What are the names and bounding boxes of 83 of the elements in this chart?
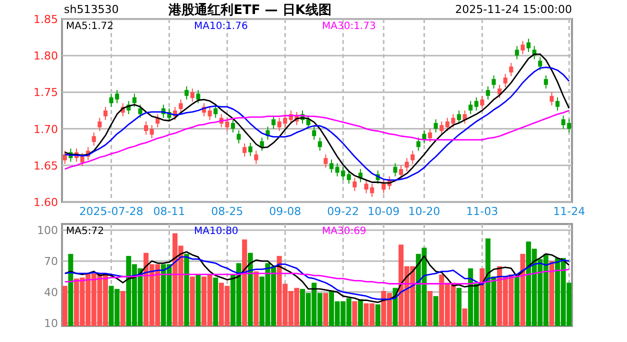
candlestick: [184, 86, 189, 100]
y-tick-label: 1.65: [34, 159, 58, 172]
candlestick: [196, 90, 200, 104]
candlestick: [138, 104, 142, 118]
candlestick: [248, 142, 252, 156]
y-tick-label: 100: [37, 224, 58, 238]
chart-subtitle: sh513530: [64, 3, 119, 16]
candlestick: [132, 93, 136, 108]
candlestick: [254, 150, 258, 164]
text: MA5:1.72: [66, 21, 114, 32]
candlestick: [272, 115, 276, 130]
candlestick: [260, 137, 264, 152]
candlestick: [428, 128, 432, 142]
candlestick: [514, 46, 519, 60]
text: MA30:1.73: [322, 21, 376, 32]
candlestick: [103, 106, 108, 121]
y-tick-label: 1.75: [34, 86, 58, 100]
candlestick: [550, 92, 554, 106]
text: MA10:80: [194, 226, 238, 237]
text: 2025-11-24 15:00:00: [455, 3, 572, 16]
candlestick: [538, 56, 542, 71]
x-tick-label: 08-25: [211, 205, 244, 218]
candlestick: [440, 120, 444, 136]
candlestick: [399, 164, 404, 180]
y-tick-label: 40: [44, 286, 58, 299]
x-tick-label: 10-09: [368, 205, 400, 218]
candlestick: [456, 110, 462, 124]
line-series: [64, 110, 570, 170]
candlestick: [503, 73, 508, 88]
x-tick-label: 09-08: [269, 205, 302, 218]
candlestick: [324, 154, 328, 168]
candlestick: [144, 120, 148, 136]
text: MA5:72: [66, 226, 104, 237]
candlestick: [352, 177, 357, 192]
candlestick: [312, 126, 316, 140]
candlestick: [544, 74, 548, 90]
candlestick: [190, 88, 194, 102]
candlestick: [214, 104, 218, 118]
x-tick-label: 10-20: [408, 205, 440, 218]
candlestick: [434, 118, 438, 133]
x-tick-label: 11-24: [553, 205, 586, 218]
candlestick: [498, 84, 502, 99]
candlestick: [486, 86, 490, 100]
candlestick: [62, 150, 67, 164]
x-tick-label: 11-03: [466, 205, 498, 218]
candlestick: [480, 95, 484, 110]
candlestick: [236, 130, 241, 144]
y-tick-label: 1.85: [34, 13, 58, 26]
y-tick-label: 1.60: [34, 196, 58, 209]
candlestick: [492, 74, 496, 90]
candlestick: [346, 170, 351, 184]
candlestick: [520, 40, 525, 55]
chart-title: 港股通红利ETF — 日K线图: [168, 2, 332, 18]
candlestick: [416, 137, 420, 152]
text: MA30:69: [322, 226, 366, 237]
y-tick-label: 70: [44, 255, 58, 268]
candlestick: [474, 96, 478, 111]
candlestick: [208, 106, 212, 121]
candlestick: [150, 124, 154, 139]
text: MA10:1.76: [194, 21, 248, 32]
candlestick: [404, 158, 409, 172]
y-tick-label: 1.70: [34, 122, 58, 136]
candlestick: [98, 117, 102, 132]
candlestick: [509, 62, 514, 77]
y-tick-label: 1.80: [34, 50, 58, 63]
candlestick: [318, 137, 322, 152]
y-tick-label: 10: [44, 316, 58, 330]
candlestick: [555, 96, 560, 111]
candlestick: [80, 152, 84, 167]
x-tick-label: 09-22: [327, 205, 360, 218]
candlestick: [178, 99, 183, 114]
candlestick: [393, 162, 398, 177]
candlestick: [526, 38, 531, 52]
candlestick: [92, 132, 96, 146]
candlestick: [410, 150, 415, 164]
x-tick-label: 2025-07-28: [79, 205, 144, 218]
line-series: [64, 268, 570, 284]
candlestick: [382, 180, 386, 194]
candlestick: [230, 118, 235, 133]
candlestick: [329, 159, 334, 174]
candlestick: [468, 100, 473, 115]
candlestick: [242, 142, 247, 158]
x-tick-label: 08-11: [153, 205, 186, 218]
